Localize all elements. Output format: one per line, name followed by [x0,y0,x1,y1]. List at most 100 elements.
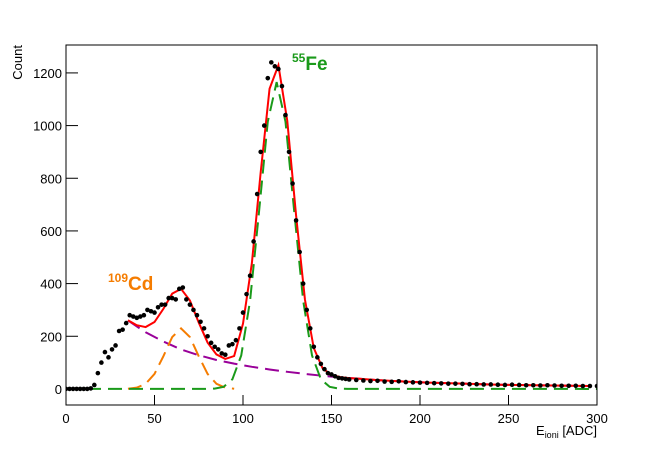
data-point [283,112,288,118]
x-tick-label: 100 [232,411,254,426]
data-point [453,381,458,386]
data-point [145,307,150,313]
data-point [297,249,302,255]
data-point [247,273,253,278]
data-point [155,304,161,310]
annotation-text: Fe [305,54,327,75]
x-tick-label: 250 [498,411,520,426]
data-point [127,312,133,318]
data-point [403,379,409,385]
x-tick-label: 50 [147,411,161,426]
annotation-superscript: 55 [292,51,306,65]
data-point [201,326,207,331]
y-tick-label: 800 [40,171,62,186]
annotation: 109Cd [108,271,153,295]
data-point [346,377,352,382]
x-tick-label: 0 [62,411,69,426]
data-point [230,341,235,347]
data-point [311,344,317,350]
data-point [180,285,186,290]
data-point [102,349,108,355]
data-point [123,320,129,326]
data-point [99,360,104,365]
data-point [191,307,196,313]
data-point [343,376,348,382]
data-point [81,386,86,392]
data-point [336,375,341,381]
data-point [467,381,472,387]
data-point [396,378,402,384]
data-point [315,355,320,360]
data-point [219,351,225,356]
data-point [113,343,118,348]
fit-curve [127,61,589,388]
data-point [424,380,430,386]
data-point [276,66,281,72]
data-point [361,378,366,383]
data-point [120,327,125,332]
data-point [237,326,242,331]
data-point [223,352,228,358]
data-point [300,281,306,286]
annotation-text: Cd [128,274,153,295]
data-point [382,379,387,384]
data-point [495,382,501,388]
data-point [148,308,154,314]
data-point [77,386,83,392]
x-tick-label: 200 [409,411,431,426]
data-point [169,295,175,301]
data-point [279,83,285,89]
annotation: 55Fe [292,51,328,75]
data-point [559,383,564,389]
data-point [286,149,292,155]
data-point [162,302,168,307]
data-point [254,191,260,197]
plot-area [66,60,597,392]
data-point [88,386,94,391]
data-point [212,344,217,350]
data-point [502,382,508,388]
data-point [106,355,111,360]
x-axis-label: Eioni [ADC] [536,423,597,440]
data-point [509,382,515,388]
data-point [474,381,479,387]
data-point [318,361,324,367]
x-label-subscript: ioni [545,430,559,440]
y-tick-label: 1000 [33,119,62,134]
data-point [538,383,543,388]
data-point [431,380,437,386]
data-point [594,383,597,389]
data-point [523,382,529,388]
data-point [159,302,164,307]
data-point [410,380,416,385]
data-point [332,373,338,379]
y-axis-label: Count [10,45,25,80]
data-point [109,347,115,352]
fit-curve [66,81,597,390]
data-point [173,297,179,302]
data-point [187,302,193,307]
y-tick-label: 600 [40,224,62,239]
data-point [265,75,271,81]
data-point [580,383,586,389]
data-point [325,370,331,376]
x-tick-label: 150 [321,411,343,426]
data-point [460,381,465,387]
x-label-unit: [ADC] [559,423,597,438]
data-point [269,60,274,65]
data-point [545,382,550,388]
data-point [205,333,210,339]
data-point [290,181,295,186]
y-tick-label: 1200 [33,66,62,81]
data-point [446,381,451,386]
y-tick-label: 200 [40,329,62,344]
data-point [552,383,557,388]
x-label-main: E [536,423,545,438]
annotation-superscript: 109 [108,271,128,285]
data-point [587,383,593,389]
data-point [304,307,310,313]
data-point [293,218,299,223]
data-point [329,372,334,377]
data-point [389,379,394,385]
